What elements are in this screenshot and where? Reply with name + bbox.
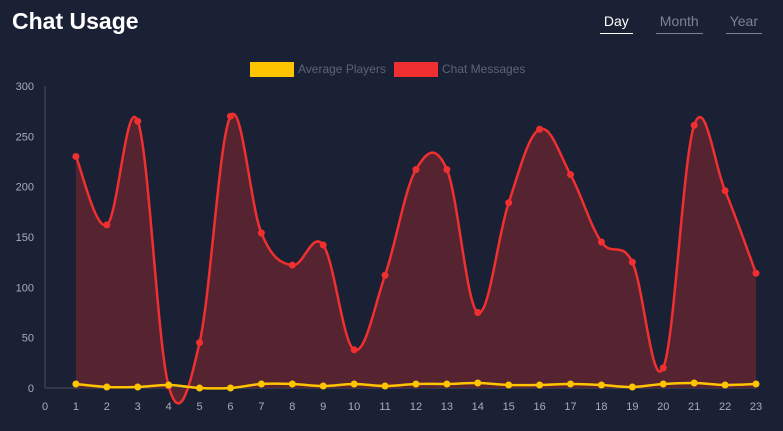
data-point-messages[interactable]	[443, 166, 451, 174]
data-point-players[interactable]	[412, 380, 420, 388]
data-point-messages[interactable]	[659, 364, 667, 372]
data-point-players[interactable]	[628, 383, 636, 391]
data-point-messages[interactable]	[257, 229, 265, 237]
y-tick-label: 50	[22, 333, 34, 345]
data-point-players[interactable]	[505, 381, 513, 389]
data-point-players[interactable]	[567, 380, 575, 388]
data-point-players[interactable]	[103, 383, 111, 391]
data-point-players[interactable]	[597, 381, 605, 389]
legend-label-messages[interactable]: Chat Messages	[442, 62, 525, 76]
x-tick-label: 13	[441, 401, 453, 413]
x-tick-label: 8	[289, 401, 295, 413]
time-range-tabs: Day Month Year	[599, 12, 762, 34]
data-point-messages[interactable]	[226, 112, 234, 120]
tab-day[interactable]: Day	[599, 12, 633, 34]
page-title: Chat Usage	[12, 8, 139, 34]
data-point-messages[interactable]	[412, 166, 420, 174]
data-point-players[interactable]	[659, 380, 667, 388]
x-tick-label: 19	[626, 401, 638, 413]
data-point-players[interactable]	[319, 382, 327, 390]
data-point-players[interactable]	[165, 381, 173, 389]
data-point-messages[interactable]	[350, 346, 358, 354]
tab-year[interactable]: Year	[725, 12, 762, 34]
x-tick-label: 23	[750, 401, 762, 413]
series-area-messages	[75, 113, 757, 404]
x-tick-label: 1	[73, 401, 79, 413]
x-tick-label: 7	[258, 401, 264, 413]
data-point-players[interactable]	[443, 380, 451, 388]
x-tick-label: 12	[410, 401, 422, 413]
y-tick-label: 100	[16, 282, 34, 294]
x-tick-label: 22	[719, 401, 731, 413]
legend-swatch-players[interactable]	[250, 62, 294, 77]
x-tick-label: 18	[595, 401, 607, 413]
data-point-messages[interactable]	[196, 339, 204, 347]
x-tick-label: 6	[227, 401, 233, 413]
x-tick-label: 16	[533, 401, 545, 413]
data-point-players[interactable]	[381, 382, 389, 390]
y-tick-label: 300	[16, 81, 34, 93]
x-tick-label: 21	[688, 401, 700, 413]
x-tick-label: 20	[657, 401, 669, 413]
data-point-messages[interactable]	[597, 238, 605, 246]
data-point-players[interactable]	[288, 380, 296, 388]
data-point-messages[interactable]	[505, 199, 513, 207]
data-point-messages[interactable]	[721, 187, 729, 195]
data-point-messages[interactable]	[536, 125, 544, 133]
x-tick-label: 4	[166, 401, 172, 413]
data-point-players[interactable]	[690, 379, 698, 387]
x-tick-label: 14	[472, 401, 484, 413]
data-point-messages[interactable]	[752, 269, 760, 277]
legend-swatch-messages[interactable]	[394, 62, 438, 77]
data-point-messages[interactable]	[288, 261, 296, 269]
data-point-messages[interactable]	[628, 258, 636, 266]
x-tick-label: 3	[135, 401, 141, 413]
y-tick-label: 200	[16, 182, 34, 194]
data-point-players[interactable]	[721, 381, 729, 389]
plot-area	[72, 112, 760, 405]
x-tick-label: 5	[197, 401, 203, 413]
data-point-players[interactable]	[72, 380, 80, 388]
data-point-players[interactable]	[196, 384, 204, 392]
series-line-messages	[74, 112, 758, 405]
data-point-messages[interactable]	[474, 309, 482, 316]
data-point-players[interactable]	[257, 380, 265, 388]
data-point-messages[interactable]	[567, 171, 575, 179]
x-tick-label: 17	[564, 401, 576, 413]
data-point-players[interactable]	[226, 384, 234, 392]
data-point-players[interactable]	[134, 383, 142, 391]
y-tick-label: 0	[28, 383, 34, 395]
x-tick-label: 2	[104, 401, 110, 413]
y-tick-label: 150	[16, 232, 34, 244]
data-point-players[interactable]	[752, 380, 760, 388]
data-point-messages[interactable]	[319, 241, 327, 249]
y-tick-label: 250	[16, 131, 34, 143]
data-point-messages[interactable]	[690, 121, 698, 129]
data-point-players[interactable]	[350, 380, 358, 388]
data-point-players[interactable]	[536, 381, 544, 389]
data-point-messages[interactable]	[72, 152, 80, 160]
x-tick-label: 0	[42, 401, 48, 413]
legend-label-players[interactable]: Average Players	[298, 62, 386, 76]
data-point-players[interactable]	[474, 379, 482, 387]
data-point-messages[interactable]	[103, 221, 111, 229]
x-tick-label: 15	[503, 401, 515, 413]
x-tick-label: 11	[379, 401, 390, 413]
x-tick-label: 10	[348, 401, 360, 413]
chart-legend: Average Players Chat Messages	[250, 62, 525, 77]
data-point-messages[interactable]	[134, 117, 142, 125]
tab-month[interactable]: Month	[655, 12, 703, 34]
x-tick-label: 9	[320, 401, 326, 413]
data-point-messages[interactable]	[381, 271, 389, 279]
